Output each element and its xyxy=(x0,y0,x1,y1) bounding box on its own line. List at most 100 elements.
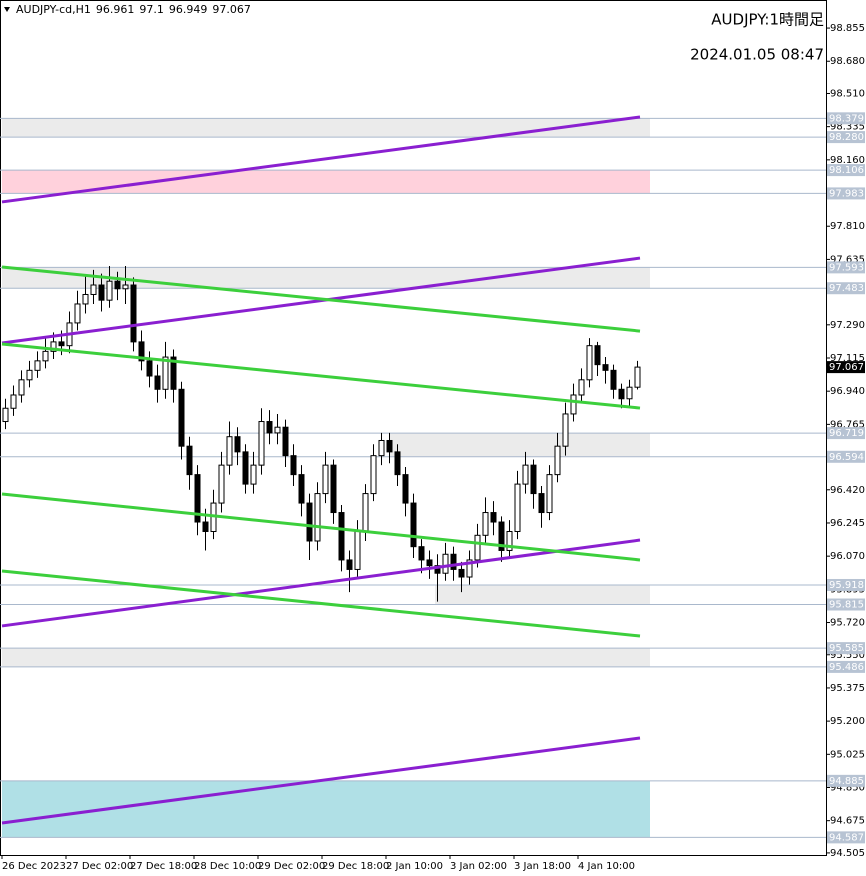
candle-body xyxy=(602,364,609,371)
y-tick-label: 96.940 xyxy=(830,386,865,397)
y-tick-label: 95.375 xyxy=(830,683,865,694)
candle-body xyxy=(2,407,9,423)
candle-body xyxy=(34,360,41,371)
y-tick-label: 95.550 xyxy=(830,650,865,661)
x-tick-label: 3 Jan 18:00 xyxy=(514,861,571,872)
candle-body xyxy=(274,426,281,434)
candle-body xyxy=(234,436,241,453)
candle-body xyxy=(490,512,497,523)
candle-body xyxy=(114,280,121,290)
candle-body xyxy=(130,284,137,343)
trend-line xyxy=(1,256,641,345)
candle-body xyxy=(618,388,625,400)
x-tick-label: 2 Jan 10:00 xyxy=(386,861,443,872)
candle-body xyxy=(450,553,457,570)
level-label: 98.106 xyxy=(829,165,864,176)
candle-body xyxy=(442,553,449,574)
candle-body xyxy=(58,341,65,347)
candle-body xyxy=(42,350,49,362)
candle-body xyxy=(162,356,169,390)
y-tick-label: 94.505 xyxy=(830,848,865,859)
y-tick-label: 96.070 xyxy=(830,551,865,562)
candle-body xyxy=(370,455,377,495)
candle-body xyxy=(218,464,225,504)
x-tick-label: 29 Dec 18:00 xyxy=(322,861,389,872)
candle-body xyxy=(186,445,193,476)
header-ohlc: 96.961 xyxy=(96,3,135,16)
candle-body xyxy=(418,546,425,561)
candle-body xyxy=(346,559,353,570)
trend-line xyxy=(1,569,641,638)
level-label: 97.593 xyxy=(829,262,864,273)
zone xyxy=(2,648,650,667)
candle-body xyxy=(50,341,57,352)
candle-body xyxy=(586,345,593,381)
candle-body xyxy=(562,413,569,447)
candle-body xyxy=(498,521,505,551)
chart-subtitle: 2024.01.05 08:47 xyxy=(690,46,824,64)
trend-line xyxy=(1,538,641,628)
y-tick-label: 96.245 xyxy=(830,518,865,529)
level-label: 97.483 xyxy=(829,283,864,294)
level-label-box xyxy=(827,164,865,177)
candle-body xyxy=(530,464,537,495)
y-tick-label: 98.855 xyxy=(830,23,865,34)
y-tick-label: 98.680 xyxy=(830,56,865,67)
candle-body xyxy=(122,284,129,290)
candle-body xyxy=(522,464,529,485)
zone xyxy=(435,584,650,605)
level-label: 94.885 xyxy=(829,776,864,787)
candle-body xyxy=(386,439,393,453)
candle-body xyxy=(178,388,185,447)
candle-body xyxy=(394,451,401,476)
candle-body xyxy=(466,559,473,578)
candle-body xyxy=(378,439,385,457)
candle-body xyxy=(282,426,289,457)
candle-body xyxy=(570,394,577,415)
level-label-box xyxy=(827,598,865,611)
level-label: 98.379 xyxy=(829,113,864,124)
zone xyxy=(390,433,650,457)
candle-body xyxy=(138,341,145,362)
x-tick-label: 27 Dec 02:00 xyxy=(66,861,133,872)
trend-line xyxy=(1,342,641,410)
level-label-box xyxy=(827,660,865,673)
candle-body xyxy=(410,502,417,548)
candle-body xyxy=(266,421,273,434)
candle-body xyxy=(330,464,337,514)
candle-body xyxy=(402,474,409,504)
level-label-box xyxy=(827,282,865,295)
zone xyxy=(2,170,650,194)
candle-body xyxy=(74,303,81,324)
candle-body xyxy=(146,360,153,377)
y-tick-label: 97.115 xyxy=(830,353,865,364)
level-label: 96.719 xyxy=(829,428,864,439)
level-label-box xyxy=(827,578,865,591)
candle-body xyxy=(434,565,441,574)
candle-body xyxy=(314,493,321,542)
level-label: 98.280 xyxy=(829,132,864,143)
y-tick-label: 97.290 xyxy=(830,320,865,331)
level-label-box xyxy=(827,642,865,655)
y-tick-label: 97.635 xyxy=(830,254,865,265)
x-tick-label: 3 Jan 02:00 xyxy=(450,861,507,872)
y-tick-label: 94.850 xyxy=(830,782,865,793)
x-tick-label: 4 Jan 10:00 xyxy=(578,861,635,872)
candle-body xyxy=(514,483,521,533)
y-tick-label: 94.675 xyxy=(830,816,865,827)
header-ohlc: 97.1 xyxy=(139,3,164,16)
candle-body xyxy=(610,369,617,390)
candle-body xyxy=(10,394,17,409)
trend-line xyxy=(1,115,641,204)
x-tick-label: 27 Dec 18:00 xyxy=(130,861,197,872)
level-label: 94.587 xyxy=(829,832,864,843)
candle-body xyxy=(482,512,489,536)
candle-body xyxy=(474,534,481,561)
x-tick-label: 26 Dec 2023 xyxy=(2,861,66,872)
chart-title: AUDJPY:1時間足 xyxy=(711,11,824,29)
x-tick-label: 29 Dec 02:00 xyxy=(258,861,325,872)
candle-body xyxy=(426,559,433,567)
candle-body xyxy=(322,464,329,495)
candle-body xyxy=(106,280,113,301)
